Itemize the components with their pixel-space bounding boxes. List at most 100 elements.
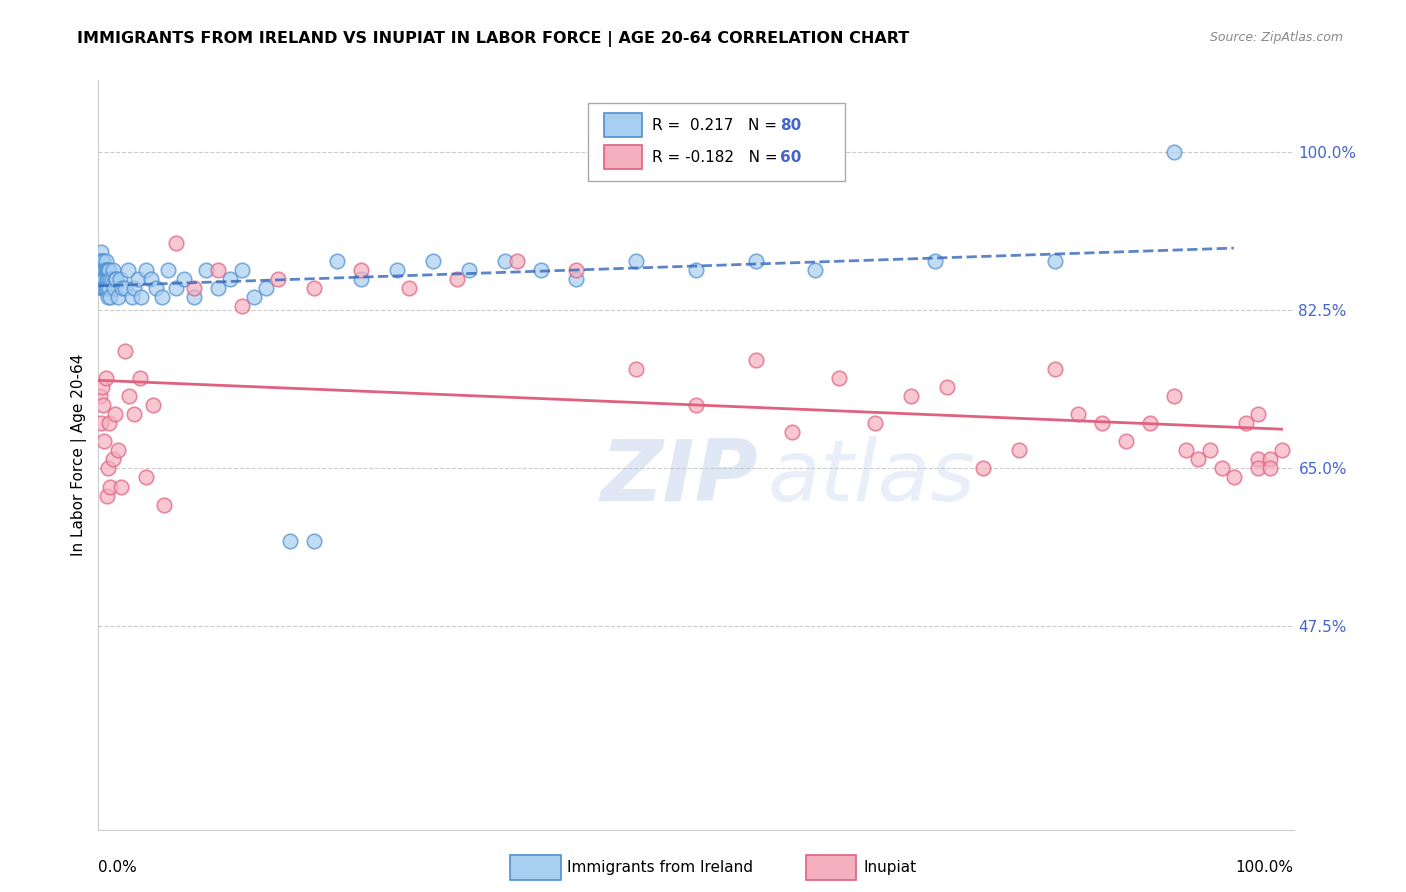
Point: [98, 417, 121, 431]
Point: [96, 281, 118, 295]
Point: [1139, 417, 1161, 431]
Point: [972, 461, 994, 475]
Point: [506, 253, 529, 268]
Point: [90, 263, 112, 277]
Point: [93, 434, 115, 449]
Point: [101, 452, 124, 467]
Point: [91, 253, 114, 268]
Point: [350, 272, 373, 286]
Point: [114, 344, 136, 359]
Point: [1163, 145, 1185, 160]
Point: [267, 272, 290, 286]
Point: [745, 253, 768, 268]
Point: [89, 263, 111, 277]
Point: [565, 263, 588, 277]
Point: [165, 235, 187, 250]
Point: [1247, 461, 1270, 475]
Point: [326, 253, 349, 268]
Point: [530, 263, 553, 277]
Point: [626, 362, 648, 376]
Point: [89, 253, 111, 268]
Point: [108, 272, 131, 286]
Point: [804, 263, 827, 277]
Point: [494, 253, 516, 268]
Point: [104, 272, 127, 286]
Point: [89, 263, 111, 277]
Point: [91, 272, 114, 286]
Point: [458, 263, 481, 277]
Point: [1258, 452, 1281, 467]
Point: [91, 253, 114, 268]
FancyBboxPatch shape: [589, 103, 845, 181]
Point: [195, 263, 218, 277]
Point: [1067, 407, 1090, 421]
Point: [118, 389, 141, 403]
Point: [243, 290, 266, 304]
Point: [110, 479, 132, 493]
Point: [142, 398, 165, 412]
Point: [107, 443, 129, 458]
Point: [685, 398, 707, 412]
Point: [91, 281, 114, 295]
Point: [98, 290, 122, 304]
Point: [446, 272, 468, 286]
Point: [183, 281, 205, 295]
Point: [780, 425, 803, 440]
Text: ZIP: ZIP: [600, 436, 758, 519]
Point: [145, 281, 167, 295]
Text: Inupiat: Inupiat: [863, 860, 917, 874]
Point: [131, 290, 153, 304]
Point: [1175, 443, 1198, 458]
Point: [129, 371, 152, 385]
Point: [97, 272, 120, 286]
Point: [91, 398, 114, 412]
Point: [745, 353, 768, 368]
Point: [135, 263, 157, 277]
Point: [422, 253, 444, 268]
Point: [165, 281, 187, 295]
Point: [117, 263, 139, 277]
Point: [924, 253, 946, 268]
Point: [103, 281, 125, 295]
Point: [936, 380, 959, 394]
Text: atlas: atlas: [768, 436, 976, 519]
FancyBboxPatch shape: [605, 113, 643, 137]
Point: [91, 263, 114, 277]
Text: IMMIGRANTS FROM IRELAND VS INUPIAT IN LABOR FORCE | AGE 20-64 CORRELATION CHART: IMMIGRANTS FROM IRELAND VS INUPIAT IN LA…: [77, 31, 910, 47]
Point: [302, 281, 325, 295]
Point: [90, 244, 112, 259]
Point: [1091, 417, 1114, 431]
Point: [90, 263, 112, 277]
Point: [278, 533, 301, 548]
Point: [1115, 434, 1137, 449]
Text: R =  0.217   N =: R = 0.217 N =: [652, 118, 782, 133]
Point: [90, 253, 112, 268]
Point: [219, 272, 242, 286]
Point: [90, 417, 112, 431]
Point: [94, 263, 117, 277]
Point: [1223, 470, 1246, 484]
Point: [156, 263, 179, 277]
Point: [150, 290, 173, 304]
Point: [828, 371, 851, 385]
Point: [96, 263, 118, 277]
Point: [111, 281, 134, 295]
Point: [91, 380, 114, 394]
Point: [1247, 452, 1270, 467]
Point: [104, 407, 127, 421]
Point: [93, 272, 115, 286]
Point: [100, 272, 122, 286]
Point: [385, 263, 409, 277]
Point: [98, 263, 121, 277]
Point: [231, 263, 253, 277]
FancyBboxPatch shape: [605, 145, 643, 169]
Text: 60: 60: [779, 150, 801, 165]
Point: [900, 389, 922, 403]
Point: [91, 272, 114, 286]
Point: [90, 272, 112, 286]
Point: [183, 290, 205, 304]
Point: [96, 489, 118, 503]
Point: [1234, 417, 1257, 431]
Point: [1043, 362, 1066, 376]
Point: [94, 371, 117, 385]
